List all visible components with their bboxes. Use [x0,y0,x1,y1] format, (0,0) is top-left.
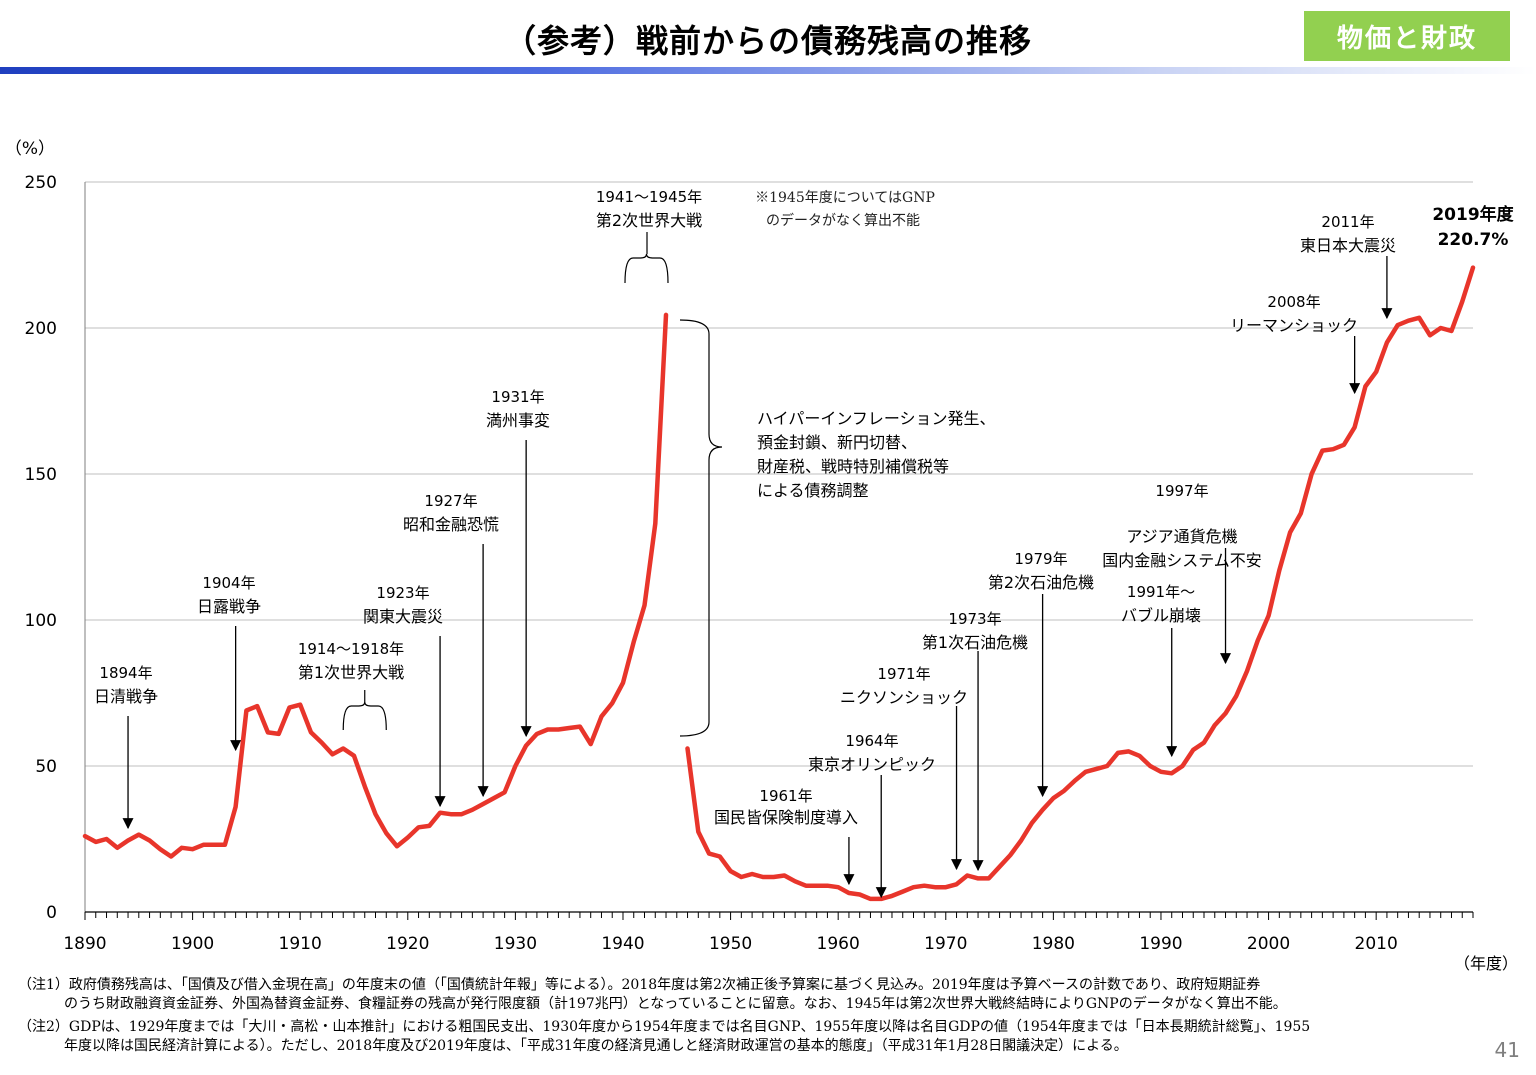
note-2-tag: （注2） [18,1019,69,1035]
category-badge: 物価と財政 [1304,11,1510,61]
event-label-1904: 日露戦争 [197,597,261,616]
y-tick-label-150: 150 [25,465,57,485]
event-year-1941: 1941～1945年 [596,188,702,206]
series-line-segment-1 [82,312,669,859]
gnp-note-line-1: ※1945年度についてはGNP [755,190,935,206]
x-tick-label-1940: 1940 [601,934,644,954]
event-label-1923: 関東大震災 [363,607,443,626]
y-tick-label-0: 0 [46,903,57,923]
debt-chart: 0 50 100 150 200 250 1890 1900 1910 1920 1930 1940 1… [5,139,1518,973]
event-brace-1914 [342,701,387,731]
event-year-1904: 1904年 [202,574,255,592]
note-1-line-1: 政府債務残高は、「国債及び借入金現在高」の年度末の値（「国債統計年報」等による）… [68,977,1261,993]
event-label-1894: 日清戦争 [94,687,158,706]
event-year-1973: 1973年 [948,610,1001,628]
x-tick-label-1920: 1920 [386,934,429,954]
event-year-1964: 1964年 [845,732,898,750]
x-tick-label-1930: 1930 [494,934,537,954]
event-label-1964: 東京オリンピック [808,755,936,774]
event-year-1979: 1979年 [1014,550,1067,568]
page-title: （参考）戦前からの債務残高の推移 [503,22,1032,60]
event-year-1931: 1931年 [491,388,544,406]
postwar-note-line-3: 財産税、戦時特別補償税等 [757,457,949,476]
y-tick-label-100: 100 [25,611,57,631]
event-label-1997: アジア通貨危機 [1126,527,1237,546]
note-1-line-2: のうち財政融資資金証券、外国為替資金証券、食糧証券の残高が発行限度額（計197兆… [64,996,1287,1012]
y-axis-label: （%） [5,139,55,159]
event-year-2011: 2011年 [1321,213,1374,231]
event-year-1997: 1997年 [1155,482,1208,500]
postwar-note-line-1: ハイパーインフレーション発生、 [757,409,996,428]
postwar-brace [679,319,723,737]
note-1-tag: （注1） [18,977,69,993]
note-1: （注1）政府債務残高は、「国債及び借入金現在高」の年度末の値（「国債統計年報」等… [18,976,1287,1014]
page-number: 41 [1494,1038,1520,1062]
event-year-1894: 1894年 [99,664,152,682]
title-rule [0,67,1536,74]
x-tick-label-1960: 1960 [817,934,860,954]
x-tick-label-1990: 1990 [1139,934,1182,954]
event-brace-1941 [624,253,669,284]
y-tick-label-50: 50 [35,757,57,777]
note-2: （注2）GDPは、1929年度までは「大川・高松・山本推計」における粗国民支出、… [18,1018,1310,1056]
gnp-note-line-2: のデータがなく算出不能 [766,212,920,229]
x-tick-label-1910: 1910 [279,934,322,954]
end-label-value: 220.7% [1438,230,1509,250]
event-year-1971: 1971年 [877,665,930,683]
event-year-2008: 2008年 [1267,293,1320,311]
event-label2-1997: 国内金融システム不安 [1102,551,1262,570]
event-label-2011: 東日本大震災 [1300,236,1396,255]
note-2-line-1: GDPは、1929年度までは「大川・高松・山本推計」における粗国民支出、1930… [68,1019,1311,1035]
x-tick-label-1950: 1950 [709,934,752,954]
event-label-1914: 第1次世界大戦 [298,663,404,682]
event-year-1923: 1923年 [376,584,429,602]
x-tick-label-1980: 1980 [1032,934,1075,954]
note-2-line-2: 年度以降は国民経済計算による）。ただし、2018年度及び2019年度は、「平成3… [64,1038,1128,1054]
event-label-1971: ニクソンショック [840,688,968,707]
x-tick-label-1970: 1970 [924,934,967,954]
x-tick-label-2000: 2000 [1247,934,1290,954]
end-label-year: 2019年度 [1432,204,1514,225]
event-label-1991: バブル崩壊 [1121,606,1201,625]
event-year-1991: 1991年～ [1127,583,1195,601]
postwar-note-line-2: 預金封鎖、新円切替、 [757,433,917,452]
postwar-note-line-4: による債務調整 [757,481,869,500]
event-year-1927: 1927年 [424,492,477,510]
event-label-1941: 第2次世界大戦 [596,211,702,230]
x-tick-label-2010: 2010 [1355,934,1398,954]
event-label-1979: 第2次石油危機 [988,573,1094,592]
event-label-1961: 国民皆保険制度導入 [714,808,858,827]
x-tick-label-1900: 1900 [171,934,214,954]
x-axis-label: （年度） [1454,954,1518,973]
event-label-1973: 第1次石油危機 [922,633,1028,652]
series-line-segment-2 [685,265,1476,902]
x-tick-label-1890: 1890 [63,934,106,954]
event-label-1927: 昭和金融恐慌 [403,515,499,534]
event-year-1961: 1961年 [759,787,812,805]
y-tick-label-250: 250 [25,173,57,193]
event-label-2008: リーマンショック [1230,316,1358,335]
y-tick-label-200: 200 [25,319,57,339]
event-label-1931: 満州事変 [486,411,550,430]
event-year-1914: 1914～1918年 [298,640,404,658]
